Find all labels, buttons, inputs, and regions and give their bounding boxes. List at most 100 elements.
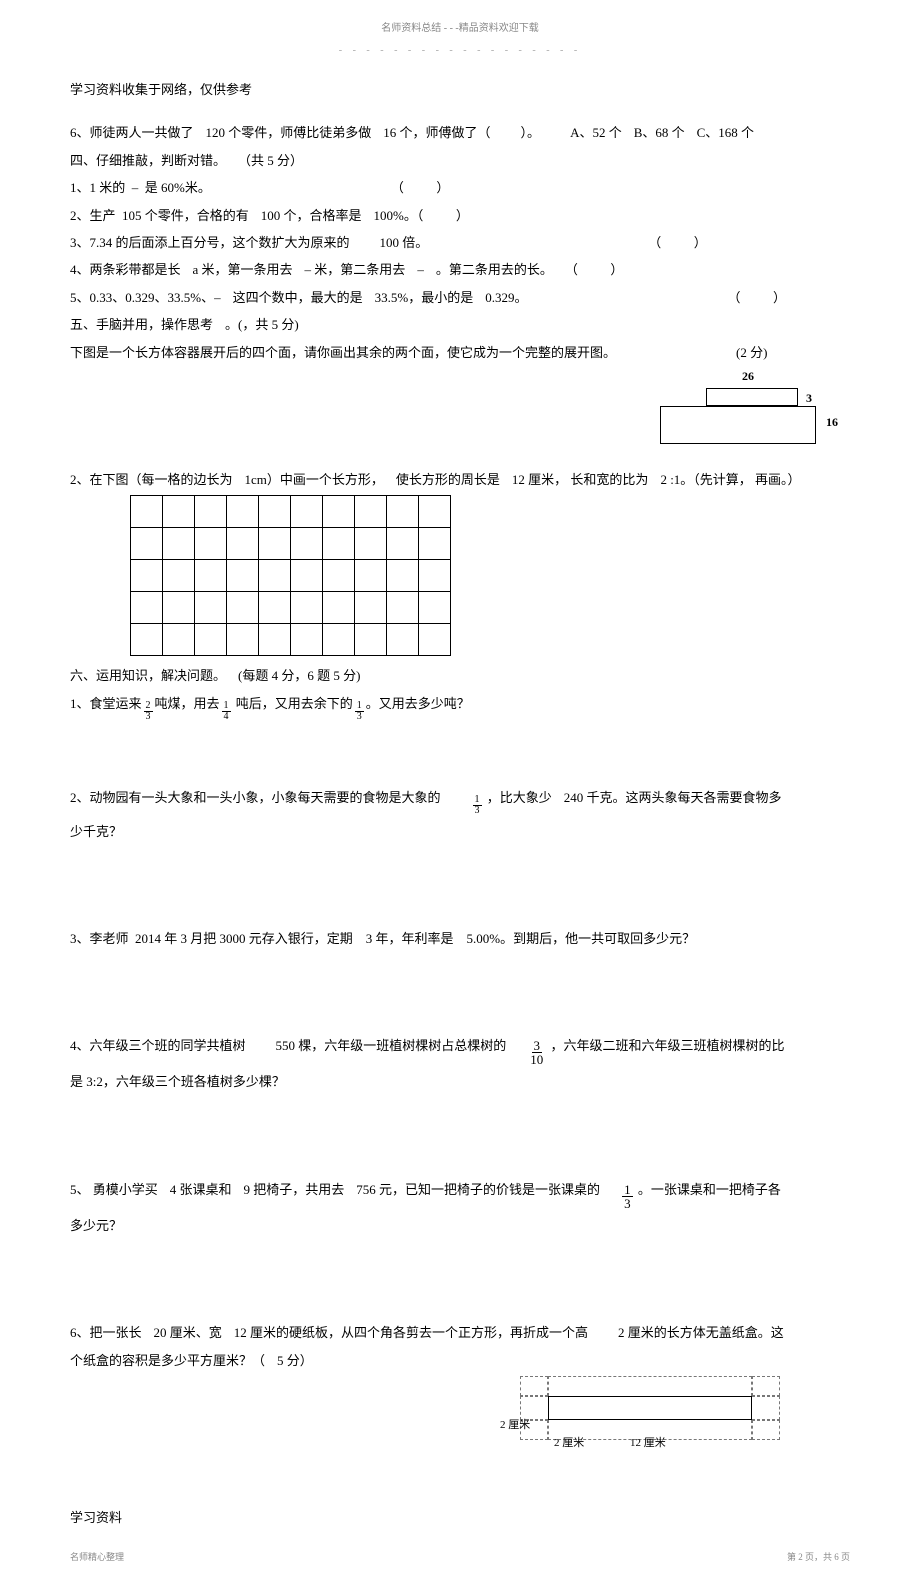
section4-title: 四、仔细推敲，判断对错。 （共 5 分） (70, 149, 850, 172)
text: 4、两条彩带都是长 (70, 258, 181, 281)
s6-q3: 3、李老师 2014 年 3 月把 3000 元存入银行，定期 3 年，年利率是… (70, 927, 850, 950)
s6-q5: 5、 勇模小学买 4 张课桌和 9 把椅子，共用去 756 元，已知一把椅子的价… (70, 1178, 850, 1210)
label-2cm-1: 2 厘米 (500, 1416, 530, 1436)
label-26: 26 (742, 366, 754, 388)
text: 使长方形的周长是 (396, 468, 500, 491)
blank: （ ） (727, 286, 786, 309)
text: 2、在下图（每一格的边长为 (70, 468, 233, 491)
text: 6、把一张长 (70, 1321, 142, 1344)
s6-q2: 2、动物园有一头大象和一头小象，小象每天需要的食物是大象的 13 ，比大象少 2… (70, 786, 850, 816)
text: 吨煤，用去 (155, 692, 220, 715)
header-title: 名师资料总结 - - -精品资料欢迎下载 (70, 20, 850, 38)
text: （共 5 分） (238, 149, 303, 172)
text: 3、7.34 的后面添上百分号，这个数扩大为原来的 (70, 231, 350, 254)
text: 756 元，已知一把椅子的价钱是一张课桌的 (356, 1178, 600, 1201)
text: 1cm）中画一个长方形， (245, 468, 384, 491)
text: – (417, 258, 424, 281)
option-b: B、68 个 (634, 121, 685, 144)
q3-6: 6、师徒两人一共做了 120 个零件，师傅比徒弟多做 16 个，师傅做了（ ）。… (70, 121, 850, 144)
text: 5、0.33、0.329、33.5%、– (70, 286, 221, 309)
text: 5 分） (277, 1349, 313, 1372)
text: 5、 勇模小学买 (70, 1178, 158, 1201)
text: 五、手脑并用，操作思考 (70, 313, 213, 336)
text: ）。 (521, 121, 541, 144)
section6-title: 六、运用知识，解决问题。 (每题 4 分，6 题 5 分) (70, 664, 850, 687)
text: 吨后，又用去余下的 (233, 692, 353, 715)
text: 个纸盒的容积是多少平方厘米？（ (70, 1349, 265, 1372)
text: 3、李老师 2014 年 3 月把 3000 元存入银行，定期 3 年，年利率是… (70, 927, 695, 950)
text: 六、运用知识，解决问题。 (70, 664, 226, 687)
fraction-icon: 13 (622, 1183, 633, 1210)
text: 下图是一个长方体容器展开后的四个面，请你画出其余的两个面，使它成为一个完整的展开… (70, 341, 616, 364)
text: 20 厘米、宽 (154, 1321, 222, 1344)
fraction-icon: 13 (355, 701, 364, 722)
q6-cardboard-diagram: 2 厘米 2 厘米 12 厘米 (520, 1376, 780, 1456)
s6-q5b: 多少元？ (70, 1214, 850, 1237)
s6-q6b: 个纸盒的容积是多少平方厘米？（ 5 分） (70, 1349, 850, 1372)
s6-q6: 6、把一张长 20 厘米、宽 12 厘米的硬纸板，从四个角各剪去一个正方形，再折… (70, 1321, 850, 1344)
s4-q5: 5、0.33、0.329、33.5%、– 这四个数中，最大的是 33.5%，最小… (70, 286, 850, 309)
s5-q1: 下图是一个长方体容器展开后的四个面，请你画出其余的两个面，使它成为一个完整的展开… (70, 341, 850, 364)
fraction-icon: 23 (144, 701, 153, 722)
text: 2 厘米的长方体无盖纸盒。这 (618, 1321, 784, 1344)
text: 100 倍。 (380, 231, 429, 254)
text: ，六年级二班和六年级三班植树棵树的比 (547, 1034, 784, 1057)
text: 1、食堂运来 (70, 692, 142, 715)
pts: (2 分) (736, 341, 767, 364)
text: 12 厘米的硬纸板，从四个角各剪去一个正方形，再折成一个高 (234, 1321, 588, 1344)
text: 是 3:2，六年级三个班各植树多少棵？ (70, 1070, 285, 1093)
footer-left: 学习资料 (70, 1510, 122, 1525)
text: 9 把椅子，共用去 (244, 1178, 345, 1201)
s6-q1: 1、食堂运来 23 吨煤，用去 14 吨后，又用去余下的 13 。又用去多少吨？ (70, 692, 850, 722)
text: – 米，第二条用去 (305, 258, 406, 281)
text: 12 厘米， 长和宽的比为 (512, 468, 649, 491)
text: 多少元？ (70, 1214, 122, 1237)
s6-q4b: 是 3:2，六年级三个班各植树多少棵？ (70, 1070, 850, 1093)
text: 4、六年级三个班的同学共植树 (70, 1034, 246, 1057)
text: 。第二条用去的长。 (436, 258, 553, 281)
s4-q2: 2、生产 105 个零件，合格的有 100 个，合格率是 100%。（ ） (70, 204, 850, 227)
blank: （ ） (565, 258, 624, 281)
text: 4 张课桌和 (170, 1178, 232, 1201)
footer-meta: 名师精心整理 第 2 页，共 6 页 (70, 1549, 850, 1565)
text: 550 棵，六年级一班植树棵树占总棵树的 (276, 1034, 507, 1057)
text: 16 个，师傅做了（ (383, 121, 490, 144)
text: 33.5%，最小的是 (375, 286, 474, 309)
section5-title: 五、手脑并用，操作思考 。(，共 5 分) (70, 313, 850, 336)
footer-bl: 名师精心整理 (70, 1549, 124, 1565)
text: 0.329。 (485, 286, 527, 309)
s4-q1: 1、1 米的 – 是 60%米。 （ ） (70, 176, 850, 199)
label-2cm-2: 2 厘米 (554, 1434, 584, 1454)
text: 2、生产 105 个零件，合格的有 (70, 204, 249, 227)
s4-q4: 4、两条彩带都是长 a 米，第一条用去 – 米，第二条用去 – 。第二条用去的长… (70, 258, 850, 281)
label-16: 16 (826, 412, 838, 434)
blank: （ ） (648, 231, 707, 254)
text: 四、仔细推敲，判断对错。 (70, 149, 226, 172)
text: 少千克？ (70, 820, 122, 843)
text: 6、师徒两人一共做了 (70, 121, 194, 144)
text: 1、1 米的 – 是 60%米。 (70, 176, 211, 199)
box-unfold-diagram: 26 3 16 (650, 368, 850, 448)
page-subtitle: 学习资料收集于网络，仅供参考 (70, 78, 850, 101)
text: 2 :1。（先计算， 再画。） (660, 468, 800, 491)
text: a 米，第一条用去 (193, 258, 293, 281)
header-dots: - - - - - - - - - - - - - - - - - - (70, 42, 850, 60)
text: 2、动物园有一头大象和一头小象，小象每天需要的食物是大象的 (70, 786, 441, 809)
fraction-icon: 14 (222, 701, 231, 722)
text: (每题 4 分，6 题 5 分) (238, 664, 360, 687)
blank: （ ） (391, 176, 450, 199)
text: 。一张课桌和一把椅子各 (635, 1178, 781, 1201)
footer-br: 第 2 页，共 6 页 (787, 1549, 850, 1565)
label-12cm: 12 厘米 (630, 1434, 666, 1454)
text: 120 个零件，师傅比徒弟多做 (206, 121, 372, 144)
text: ，比大象少 (484, 786, 552, 809)
s6-q2b: 少千克？ (70, 820, 850, 843)
text: 100 个，合格率是 (261, 204, 362, 227)
text: 100%。（ ） (374, 204, 469, 227)
s5-q2: 2、在下图（每一格的边长为 1cm）中画一个长方形， 使长方形的周长是 12 厘… (70, 468, 850, 491)
grid-5x10 (130, 495, 451, 656)
text: 这四个数中，最大的是 (233, 286, 363, 309)
fraction-icon: 13 (473, 795, 482, 816)
footer: 学习资料 (70, 1506, 850, 1529)
fraction-icon: 310 (528, 1039, 545, 1066)
